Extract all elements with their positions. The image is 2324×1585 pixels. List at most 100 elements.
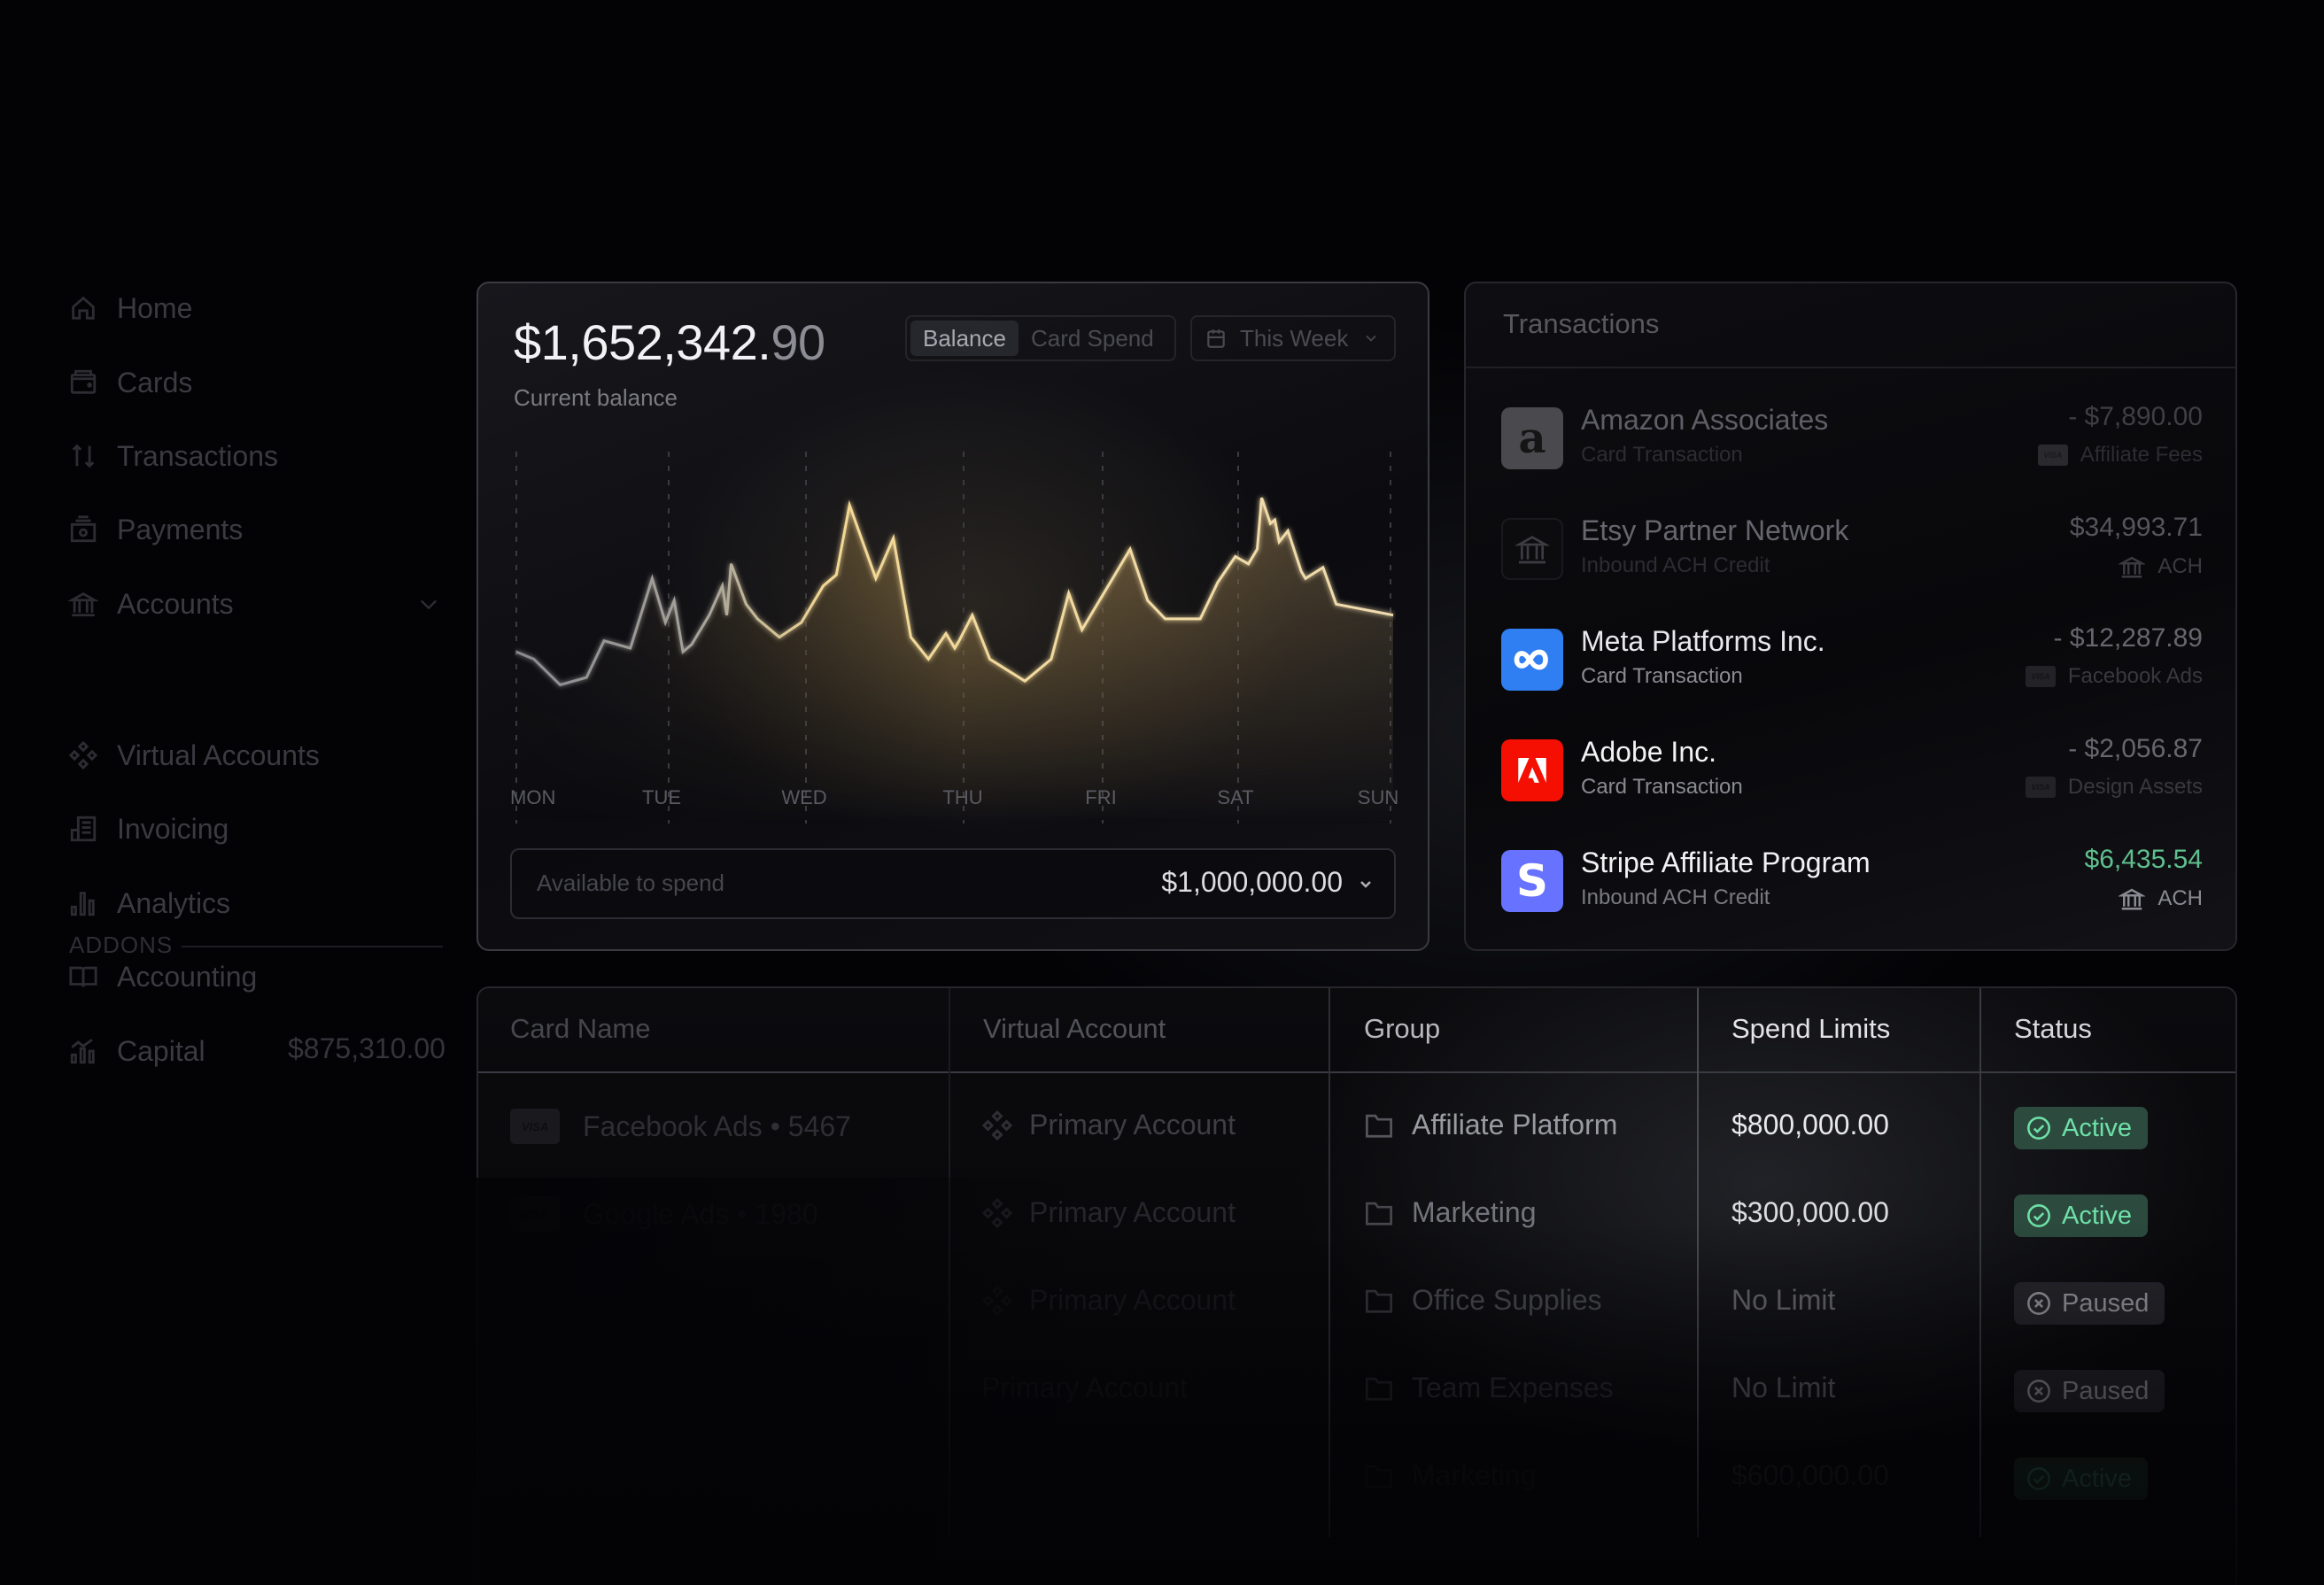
sidebar-item-label: Payments [117,513,244,545]
stripe-logo-icon: S [1501,850,1563,912]
book-icon [67,961,99,993]
transaction-row-etsy[interactable]: Etsy Partner Network Inbound ACH Credit … [1501,513,2203,582]
virtual-account-cell: Primary Account [981,1196,1236,1229]
column-header-card-name[interactable]: Card Name [510,1013,651,1044]
visa-card-icon: VISA [2025,777,2056,798]
status-badge-active[interactable]: Active [2014,1107,2148,1149]
table-header: Card Name Virtual Account Group Spend Li… [478,988,2235,1073]
sidebar-item-label: Home [117,291,193,324]
date-range-select[interactable]: This Week [1190,315,1396,361]
x-tick-thu: THU [942,786,983,808]
available-to-spend-select[interactable]: Available to spend $1,000,000.00 [510,848,1396,919]
diamonds-icon [981,1285,1013,1317]
group-cell: Office Supplies [1364,1284,1602,1317]
chart-line [515,497,1394,687]
transaction-type: Inbound ACH Credit [1581,553,1770,577]
transaction-name: Amazon Associates [1581,404,1829,436]
transaction-type: Card Transaction [1581,775,1743,799]
chart-area-fill [516,498,1393,823]
transaction-tag: VISA Design Assets [2025,775,2203,800]
card-name-cell: VISA Facebook Ads • 5467 [510,1109,851,1144]
status-badge-active[interactable]: Active [2014,1457,2148,1500]
sidebar-item-label: Transactions [117,439,278,472]
column-divider [949,988,950,1537]
check-circle-icon [2027,1117,2050,1140]
transaction-row-adobe[interactable]: Adobe Inc. Card Transaction - $2,056.87 … [1501,734,2203,803]
sidebar-item-home[interactable]: Home [67,286,192,330]
column-header-group[interactable]: Group [1364,1013,1441,1044]
wallet-icon [67,367,99,398]
transaction-name: Adobe Inc. [1581,736,1716,768]
payments-icon [67,514,99,545]
transaction-tag: VISA Affiliate Fees [2037,443,2203,468]
capital-icon [67,1035,99,1067]
bank-icon [2118,553,2147,580]
sidebar-item-label: Accounts [117,587,234,620]
adobe-logo-icon [1501,739,1563,801]
visa-card-icon: VISA [510,1109,560,1144]
sidebar-item-cards[interactable]: Cards [67,360,192,405]
sidebar-item-transactions[interactable]: Transactions [67,434,278,478]
tab-card-spend[interactable]: Card Spend [1030,324,1154,352]
group-cell: Marketing [1364,1196,1537,1229]
virtual-account-cell: Primary Account [981,1372,1188,1403]
sidebar-item-payments[interactable]: Payments [67,507,243,552]
current-balance-amount: $1,652,342.90 [514,314,825,370]
spend-limit-cell: $300,000.00 [1731,1196,1889,1228]
divider [1466,367,2235,368]
folder-icon [1364,1200,1394,1226]
chevron-down-icon [1355,873,1376,894]
sidebar-item-accounts[interactable]: Accounts [67,582,234,626]
sidebar-item-label: Virtual Accounts [117,738,320,771]
transaction-amount: - $12,287.89 [2053,623,2203,653]
transaction-row-amazon[interactable]: a Amazon Associates Card Transaction - $… [1501,402,2203,471]
chevron-down-icon[interactable] [416,591,441,616]
visa-card-icon: VISA [2025,666,2056,687]
spend-limit-cell: $600,000.00 [1731,1459,1889,1491]
group-cell: Affiliate Platform [1364,1109,1617,1141]
date-range-label: This Week [1240,324,1349,352]
sidebar-item-invoicing[interactable]: Invoicing [67,807,229,851]
transaction-name: Etsy Partner Network [1581,514,1849,546]
sidebar-item-accounting[interactable]: Accounting [67,955,257,999]
column-header-virtual-account[interactable]: Virtual Account [983,1013,1166,1044]
virtual-account-cell: Primary Account [981,1284,1236,1317]
status-badge-paused[interactable]: Paused [2014,1370,2165,1412]
card-name-cell: VISA Google Ads • 1980 [510,1196,818,1232]
transaction-type: Card Transaction [1581,443,1743,467]
transactions-title: Transactions [1503,308,1660,339]
x-tick-wed: WED [781,786,827,808]
spend-limit-cell: No Limit [1731,1284,1836,1316]
transaction-row-stripe[interactable]: S Stripe Affiliate Program Inbound ACH C… [1501,845,2203,914]
capital-amount: $875,310.00 [288,1032,445,1064]
home-icon [67,292,99,324]
x-tick-mon: MON [510,786,556,808]
group-cell: Marketing [1364,1459,1537,1492]
column-divider [1979,988,1981,1537]
amazon-logo-icon: a [1501,407,1563,469]
status-badge-paused[interactable]: Paused [2014,1282,2165,1325]
column-header-spend-limits[interactable]: Spend Limits [1731,1013,1891,1044]
transaction-tag: VISA Facebook Ads [2025,664,2203,689]
x-circle-icon [2027,1380,2050,1403]
sidebar-item-capital[interactable]: Capital [67,1029,205,1073]
x-tick-tue: TUE [642,786,681,808]
x-tick-sun: SUN [1357,786,1399,808]
tab-balance[interactable]: Balance [910,321,1019,356]
check-circle-icon [2027,1467,2050,1490]
available-to-spend-label: Available to spend [537,870,725,896]
sidebar-item-virtual-accounts[interactable]: Virtual Accounts [67,733,320,777]
status-badge-active[interactable]: Active [2014,1195,2148,1237]
sidebar-item-label: Analytics [117,886,231,919]
sidebar-item-analytics[interactable]: Analytics [67,881,230,925]
chevron-down-icon [1366,335,1376,342]
transaction-amount: - $2,056.87 [2068,734,2203,763]
transaction-row-meta[interactable]: Meta Platforms Inc. Card Transaction - $… [1501,623,2203,692]
transaction-name: Meta Platforms Inc. [1581,625,1825,657]
calendar-icon [1207,329,1225,348]
folder-icon [1364,1463,1394,1489]
column-header-status[interactable]: Status [2014,1013,2092,1044]
balance-area-chart [515,452,1394,823]
spend-limit-cell: $800,000.00 [1731,1109,1889,1140]
x-tick-sat: SAT [1217,786,1254,808]
